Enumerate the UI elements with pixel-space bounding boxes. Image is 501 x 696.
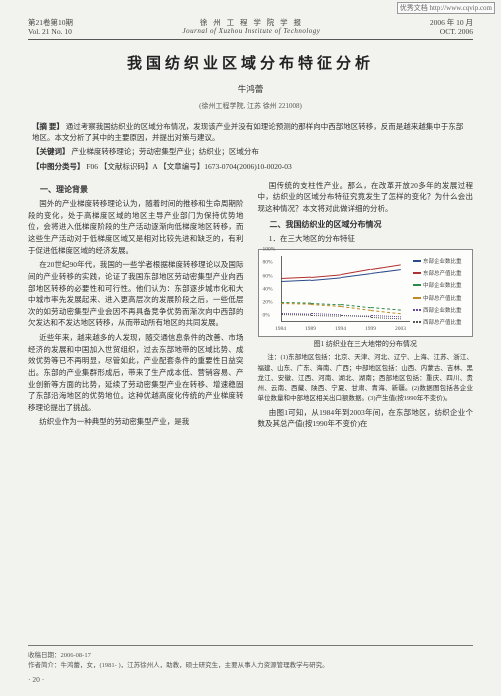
chart-xtick: 2003 [395, 325, 406, 334]
chart-ytick: 0% [263, 312, 270, 321]
header-left: 第21卷第10期 Vol. 21 No. 10 [28, 18, 73, 37]
clc-row: 【中图分类号】 F06 【文献标识码】A 【文章编号】1673-0704(200… [32, 161, 469, 172]
journal-en: Journal of Xuzhou Institute of Technolog… [183, 27, 321, 36]
journal-cn: 徐 州 工 程 学 院 学 报 [183, 18, 321, 27]
legend-swatch [413, 309, 421, 313]
right-p-after: 由图1可知，从1984年到2003年间，在东部地区，纺织企业个数及其总产值(按1… [258, 407, 474, 430]
right-p1: 国传统的支柱性产业。那么，在改革开放20多年的发展过程中，纺织业的区域分布特征究… [258, 180, 474, 215]
right-column: 国传统的支柱性产业。那么，在改革开放20多年的发展过程中，纺织业的区域分布特征究… [258, 180, 474, 433]
keywords-row: 【关键词】 产业梯度转移理论；劳动密集型产业；纺织业；区域分布 [32, 146, 469, 157]
chart-ytick: 20% [263, 299, 273, 308]
figure1-chart: 东部企业数比重东部总产值比重中部企业数比重中部总产值比重西部企业数比重西部总产值… [258, 249, 474, 337]
chart-ytick: 40% [263, 285, 273, 294]
page-root: 优秀文档 http://www.cqvip.com 第21卷第10期 Vol. … [0, 0, 501, 696]
abstract-block: 【摘 要】 通过考察我国纺织业的区域分布情况，发现该产业并没有如理论预测的那样向… [32, 121, 469, 172]
header-right: 2006 年 10 月 OCT. 2006 [430, 18, 473, 37]
chart-legend: 东部企业数比重东部总产值比重中部企业数比重中部总产值比重西部企业数比重西部总产值… [413, 256, 469, 330]
legend-label: 东部总产值比重 [423, 270, 462, 279]
clc-text: F06 【文献标识码】A 【文章编号】1673-0704(2006)10-002… [86, 162, 291, 171]
left-p2: 在20世纪90年代，我国的一些学者根据梯度转移理论以及国际间的产业转移的实践，论… [28, 259, 244, 329]
date-cn: 2006 年 10 月 [430, 18, 473, 27]
header-center: 徐 州 工 程 学 院 学 报 Journal of Xuzhou Instit… [183, 18, 321, 37]
legend-item: 中部总产值比重 [413, 295, 469, 304]
left-p3: 近些年来，越来越多的人发现，随交通信息条件的改善、市场经济的发展和中国加入世贸组… [28, 332, 244, 413]
legend-label: 西部总产值比重 [423, 319, 462, 328]
body-columns: 一、理论背景 国外的产业梯度转移理论认为，随着时间的推移和生命周期阶段的变化，处… [28, 180, 473, 433]
chart-ytick: 80% [263, 259, 273, 268]
legend-label: 中部总产值比重 [423, 295, 462, 304]
left-p1: 国外的产业梯度转移理论认为，随着时间的推移和生命周期阶段的变化，处于高梯度区域的… [28, 198, 244, 256]
abstract-row: 【摘 要】 通过考察我国纺织业的区域分布情况，发现该产业并没有如理论预测的那样向… [32, 121, 469, 144]
abstract-label: 【摘 要】 [32, 122, 64, 131]
vol-en: Vol. 21 No. 10 [28, 27, 73, 36]
legend-swatch [413, 272, 421, 276]
paper-author: 牛鸿蕾 [28, 83, 473, 95]
figure1-note: 注：(1)东部地区包括：北京、天津、河北、辽宁、上海、江苏、浙江、福建、山东、广… [258, 353, 474, 403]
footnotes: 收稿日期：2006-08-17 作者简介：牛鸿蕾，女，(1981- )，江苏徐州… [28, 645, 473, 684]
paper-title: 我国纺织业区域分布特征分析 [28, 52, 473, 73]
chart-xtick: 1989 [305, 325, 316, 334]
left-column: 一、理论背景 国外的产业梯度转移理论认为，随着时间的推移和生命周期阶段的变化，处… [28, 180, 244, 433]
chart-ytick: 60% [263, 272, 273, 281]
chart-xtick: 1999 [365, 325, 376, 334]
legend-item: 西部总产值比重 [413, 319, 469, 328]
legend-label: 中部企业数比重 [423, 282, 462, 291]
chart-ytick: 100% [263, 246, 276, 255]
page-number: · 20 · [28, 675, 473, 684]
legend-swatch [413, 321, 421, 325]
section2-title: 二、我国纺织业的区域分布情况 [258, 219, 474, 231]
date-en: OCT. 2006 [430, 27, 473, 36]
legend-item: 西部企业数比重 [413, 307, 469, 316]
clc-label: 【中图分类号】 [32, 162, 85, 171]
legend-swatch [413, 284, 421, 288]
legend-label: 西部企业数比重 [423, 307, 462, 316]
legend-item: 中部企业数比重 [413, 282, 469, 291]
left-p4: 纺织业作为一种典型的劳动密集型产业，是我 [28, 416, 244, 428]
section1-title: 一、理论背景 [28, 184, 244, 196]
legend-item: 东部企业数比重 [413, 258, 469, 267]
section2-sub: 1．在三大地区的分布特征 [258, 233, 474, 245]
vol-cn: 第21卷第10期 [28, 18, 73, 27]
journal-header: 第21卷第10期 Vol. 21 No. 10 徐 州 工 程 学 院 学 报 … [28, 18, 473, 37]
legend-swatch [413, 297, 421, 301]
header-rule [28, 39, 473, 40]
chart-xtick: 1994 [335, 325, 346, 334]
footnote-received: 收稿日期：2006-08-17 [28, 649, 473, 659]
keywords-text: 产业梯度转移理论；劳动密集型产业；纺织业；区域分布 [71, 147, 259, 156]
watermark: 优秀文档 http://www.cqvip.com [397, 2, 495, 14]
chart-line-segment [310, 315, 340, 317]
legend-swatch [413, 260, 421, 264]
keywords-label: 【关键词】 [32, 147, 70, 156]
footnote-bio: 作者简介：牛鸿蕾，女，(1981- )，江苏徐州人，助教，硕士研究生，主要从事人… [28, 659, 473, 669]
paper-affiliation: (徐州工程学院, 江苏 徐州 221008) [28, 101, 473, 111]
legend-item: 东部总产值比重 [413, 270, 469, 279]
legend-label: 东部企业数比重 [423, 258, 462, 267]
abstract-text: 通过考察我国纺织业的区域分布情况，发现该产业并没有如理论预测的那样向中西部地区转… [32, 122, 463, 142]
chart-xtick: 1984 [275, 325, 286, 334]
figure1-caption: 图1 纺织业在三大地带的分布情况 [258, 339, 474, 350]
